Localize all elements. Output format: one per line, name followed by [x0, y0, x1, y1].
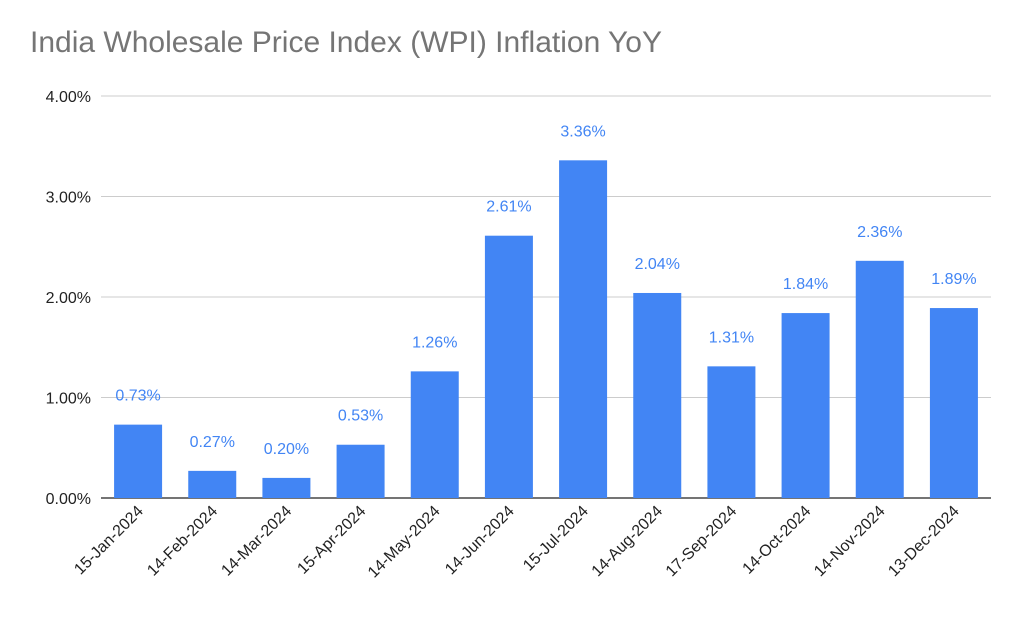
- data-label: 1.89%: [931, 271, 976, 288]
- x-tick-label: 17-Sep-2024: [663, 503, 741, 581]
- data-labels: 0.73% 0.27% 0.20% 0.53% 1.26% 2.61% 3.36% 2.04%…: [115, 123, 976, 458]
- x-tick-label: 15-Jan-2024: [71, 503, 147, 579]
- x-tick-label: 14-Jun-2024: [442, 503, 518, 579]
- bar: [114, 424, 163, 498]
- y-axis-ticks: 0.00% 1.00% 2.00% 3.00% 4.00%: [46, 89, 91, 508]
- bars: [114, 160, 978, 498]
- data-label: 2.04%: [635, 256, 680, 273]
- x-tick-label: 14-Nov-2024: [811, 503, 889, 580]
- x-tick-label: 13-Dec-2024: [885, 503, 963, 581]
- y-tick-label: 1.00%: [46, 391, 91, 408]
- x-tick-label: 14-Mar-2024: [218, 503, 295, 580]
- x-tick-label: 14-Aug-2024: [589, 503, 667, 581]
- x-tick-label: 14-May-2024: [365, 503, 444, 582]
- y-tick-label: 2.00%: [46, 290, 91, 307]
- data-label: 2.36%: [857, 224, 902, 241]
- data-label: 0.20%: [264, 441, 309, 458]
- data-label: 2.61%: [486, 199, 531, 216]
- bar: [410, 371, 459, 498]
- bar: [929, 308, 978, 498]
- x-tick-label: 15-Apr-2024: [294, 503, 369, 578]
- x-tick-label: 14-Oct-2024: [740, 503, 815, 578]
- y-tick-label: 0.00%: [46, 491, 91, 508]
- bar: [855, 260, 904, 498]
- data-label: 0.53%: [338, 408, 383, 425]
- bar: [336, 444, 385, 498]
- data-label: 3.36%: [560, 123, 605, 140]
- chart-title: India Wholesale Price Index (WPI) Inflat…: [30, 26, 662, 59]
- data-label: 1.31%: [709, 329, 754, 346]
- x-tick-label: 15-Jul-2024: [520, 503, 592, 575]
- y-tick-label: 4.00%: [46, 89, 91, 106]
- bar: [262, 477, 311, 498]
- bar: [633, 292, 682, 498]
- gridlines: [101, 95, 991, 499]
- data-label: 1.26%: [412, 334, 457, 351]
- x-tick-label: 14-Feb-2024: [144, 503, 221, 580]
- bar: [707, 366, 756, 498]
- y-tick-label: 3.00%: [46, 190, 91, 207]
- bar: [188, 470, 237, 498]
- bar: [559, 160, 608, 498]
- bar: [781, 313, 830, 498]
- data-label: 0.73%: [115, 388, 160, 405]
- bar: [484, 235, 533, 498]
- data-label: 1.84%: [783, 276, 828, 293]
- data-label: 0.27%: [190, 434, 235, 451]
